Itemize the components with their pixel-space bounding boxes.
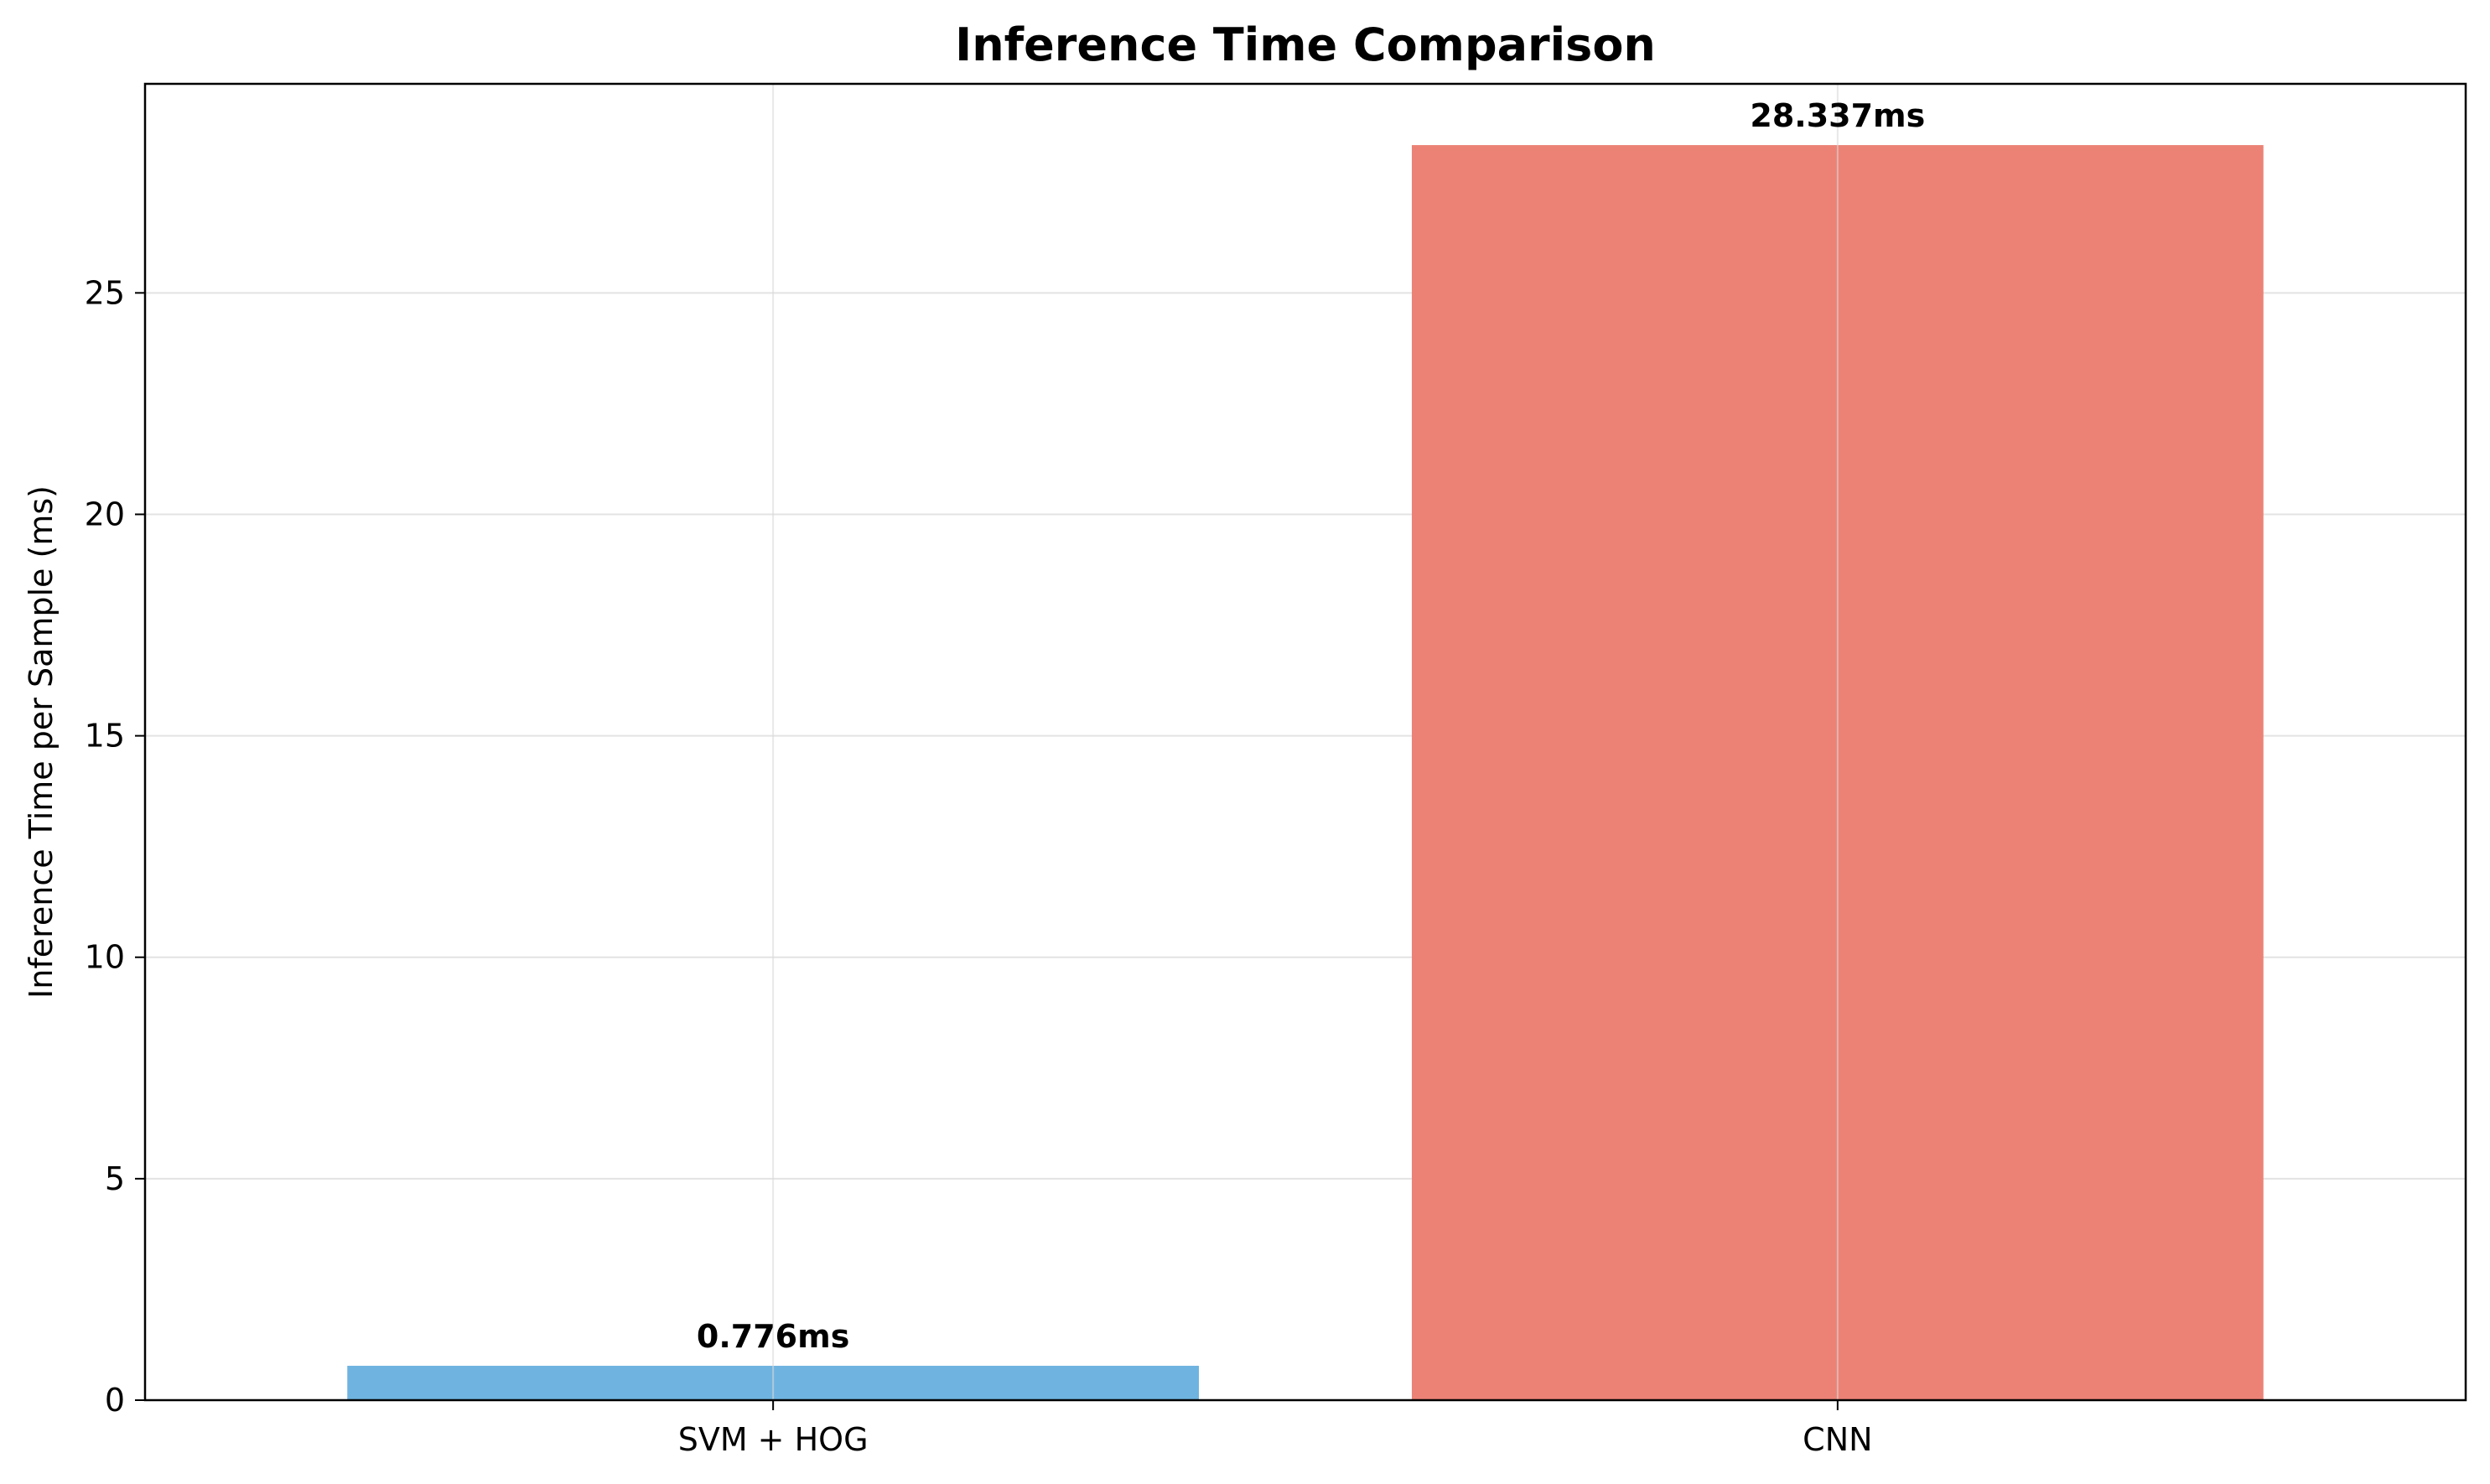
y-axis-label: Inference Time per Sample (ms) xyxy=(23,485,60,999)
bar-value-label: 28.337ms xyxy=(1750,97,1925,134)
y-tick-label: 5 xyxy=(105,1160,125,1197)
x-axis-ticks: SVM + HOG CNN xyxy=(678,1400,1873,1458)
chart-title: Inference Time Comparison xyxy=(955,18,1656,71)
bars xyxy=(347,145,2264,1401)
y-tick-label: 25 xyxy=(85,274,125,311)
y-axis-ticks: 0 5 10 15 20 25 xyxy=(85,274,145,1419)
data-labels: 0.776ms 28.337ms xyxy=(697,97,1925,1355)
y-tick-label: 10 xyxy=(85,939,125,976)
plot-frame xyxy=(143,82,2467,1402)
x-grid xyxy=(772,84,1839,1400)
bar-value-label: 0.776ms xyxy=(697,1318,849,1355)
y-tick-label: 15 xyxy=(85,718,125,755)
y-tick-label: 20 xyxy=(85,496,125,532)
x-tick-label: SVM + HOG xyxy=(678,1421,869,1458)
x-tick-label: CNN xyxy=(1803,1421,1872,1458)
y-tick-label: 0 xyxy=(105,1382,125,1419)
